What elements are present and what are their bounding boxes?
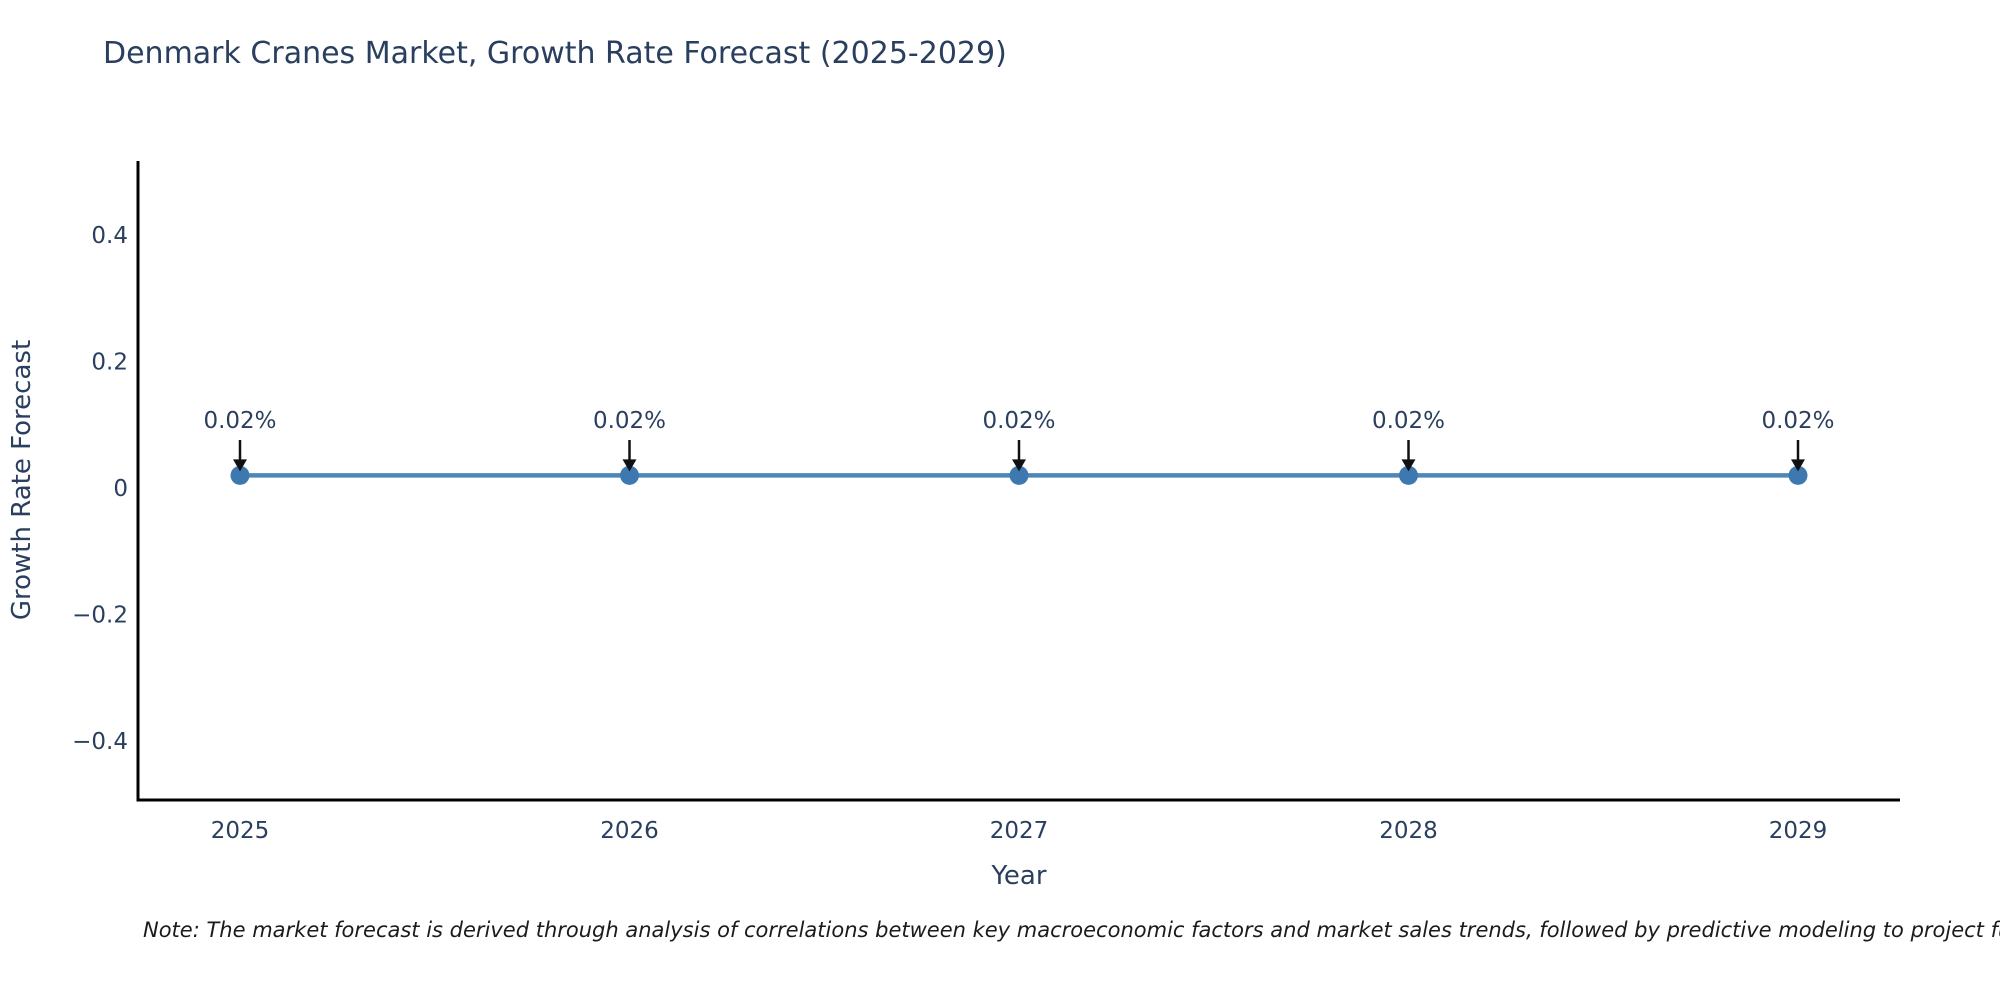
y-tick-label: −0.4 xyxy=(72,729,128,755)
data-point-marker xyxy=(620,465,639,485)
annotation-arrowhead-icon xyxy=(1012,459,1026,472)
y-tick-label: 0 xyxy=(113,476,128,502)
y-tick-label: 0.2 xyxy=(91,350,128,376)
annotation-label: 0.02% xyxy=(203,408,276,434)
annotation-label: 0.02% xyxy=(982,408,1055,434)
data-point-marker xyxy=(1399,465,1418,485)
data-point-marker xyxy=(230,465,250,485)
x-tick-label: 2029 xyxy=(1769,818,1828,844)
data-point-marker xyxy=(1788,465,1808,485)
annotation-arrowhead-icon xyxy=(1401,459,1416,472)
annotation-arrowhead-icon xyxy=(622,459,637,472)
annotation-arrowhead-icon xyxy=(233,459,247,472)
y-tick-label: 0.4 xyxy=(91,223,128,249)
annotation-label: 0.02% xyxy=(593,408,666,434)
x-axis-title: Year xyxy=(990,861,1046,891)
x-tick-label: 2025 xyxy=(211,818,270,844)
annotation-label: 0.02% xyxy=(1761,408,1834,434)
annotation-label: 0.02% xyxy=(1372,408,1445,434)
x-tick-label: 2028 xyxy=(1379,818,1438,844)
footnote: Note: The market forecast is derived thr… xyxy=(143,918,2000,942)
y-axis-title: Growth Rate Forecast xyxy=(7,340,37,620)
x-tick-label: 2027 xyxy=(990,818,1049,844)
x-tick-label: 2026 xyxy=(600,818,659,844)
annotation-arrowhead-icon xyxy=(1791,459,1805,472)
data-point-marker xyxy=(1009,465,1029,485)
y-tick-label: −0.2 xyxy=(72,603,128,629)
chart-title: Denmark Cranes Market, Growth Rate Forec… xyxy=(103,36,1007,71)
